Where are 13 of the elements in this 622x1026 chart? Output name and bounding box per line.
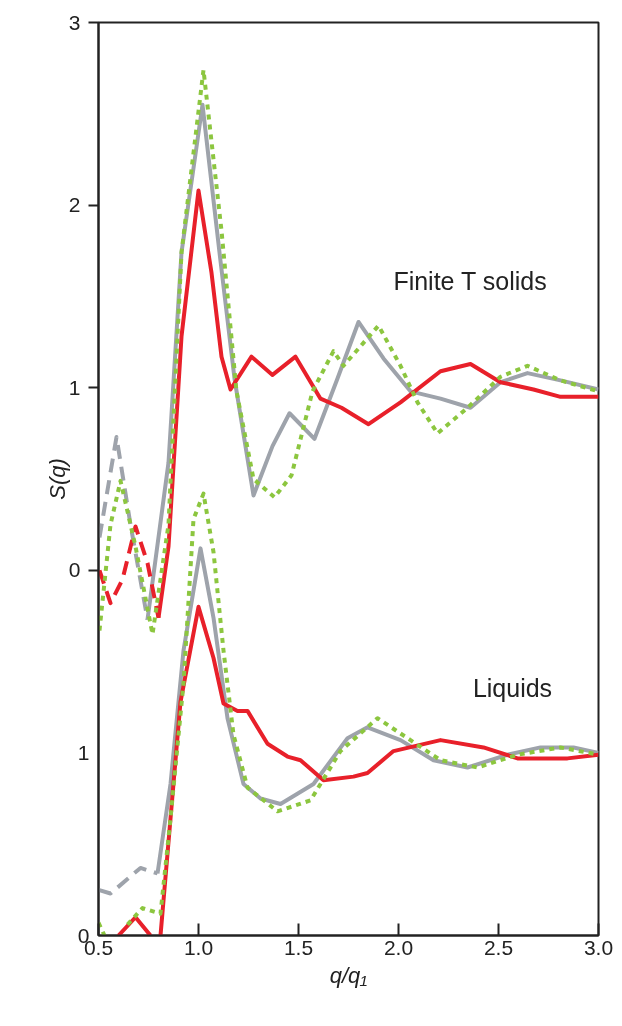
annotation: Liquids bbox=[472, 673, 553, 702]
x-tick-label: 1.0 bbox=[183, 935, 214, 959]
x-tick-label: 2.5 bbox=[483, 935, 514, 959]
x-tick-label: 3.0 bbox=[583, 935, 614, 959]
x-tick-label: 2.0 bbox=[383, 935, 414, 959]
annotation: Finite T solids bbox=[393, 266, 547, 295]
y-tick-label: 3 bbox=[68, 10, 81, 34]
x-axis-title: q/q₁ bbox=[329, 962, 368, 988]
y-tick-label: 2 bbox=[68, 193, 81, 217]
y-tick-label: 0 bbox=[68, 558, 81, 582]
x-tick-label: 1.5 bbox=[283, 935, 314, 959]
y-tick-label: 1 bbox=[68, 375, 81, 399]
y-axis-title: S(q) bbox=[44, 458, 70, 500]
